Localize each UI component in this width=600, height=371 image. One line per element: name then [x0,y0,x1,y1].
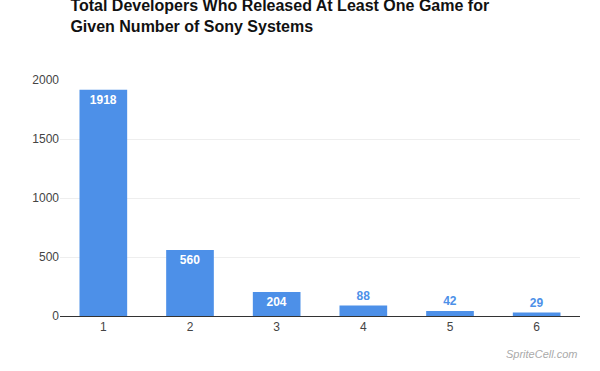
svg-text:1000: 1000 [32,191,59,205]
svg-text:Total Developers Who Released: Total Developers Who Released At Least O… [70,0,489,35]
svg-text:560: 560 [180,253,200,267]
svg-text:204: 204 [266,295,286,309]
svg-text:2: 2 [187,320,194,334]
svg-text:29: 29 [530,296,544,310]
svg-text:SpriteCell.com: SpriteCell.com [506,348,578,360]
svg-text:42: 42 [443,294,457,308]
svg-text:500: 500 [39,250,59,264]
svg-text:1500: 1500 [32,132,59,146]
svg-text:0: 0 [52,309,59,323]
svg-text:6: 6 [533,320,540,334]
svg-text:2000: 2000 [32,73,59,87]
svg-text:3: 3 [273,320,280,334]
svg-text:1918: 1918 [90,93,117,107]
svg-text:5: 5 [447,320,454,334]
svg-text:88: 88 [356,289,370,303]
svg-text:4: 4 [360,320,367,334]
svg-text:1: 1 [100,320,107,334]
